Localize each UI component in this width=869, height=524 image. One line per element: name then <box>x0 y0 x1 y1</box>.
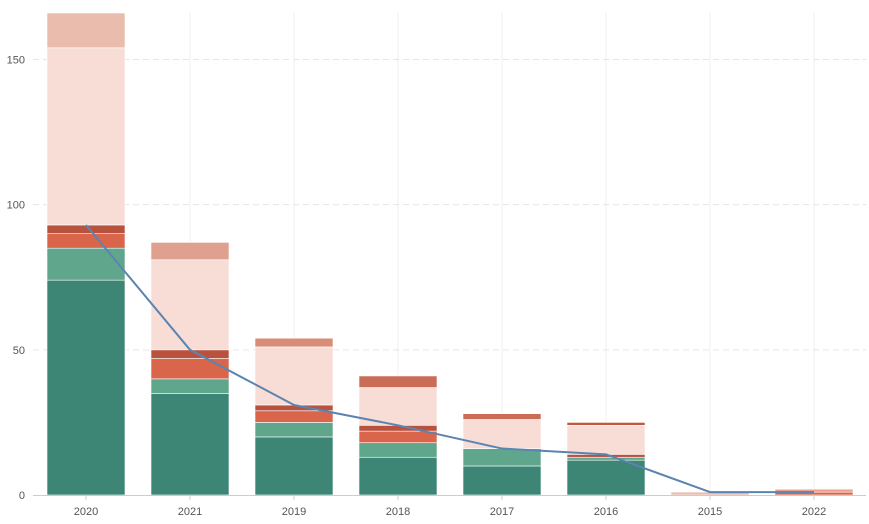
x-tick-label: 2021 <box>178 506 202 518</box>
bar-segment <box>150 242 230 261</box>
x-tick-label: 2016 <box>594 506 618 518</box>
x-tick-label: 2019 <box>282 506 306 518</box>
bar-segment <box>566 456 646 461</box>
bar-segment <box>566 459 646 496</box>
bar-segment <box>46 47 126 226</box>
axes: 0 50 100 150 2020 2021 2019 2018 2017 2016 2015 202… <box>7 54 866 518</box>
trend-line-layer <box>85 224 814 494</box>
bar-segment <box>254 436 334 496</box>
x-tick-label: 2020 <box>74 506 98 518</box>
bar-segment <box>150 259 230 351</box>
bar-segment <box>358 387 438 426</box>
bar-segment <box>46 12 126 49</box>
bar-segment <box>358 456 438 496</box>
y-tick-label: 50 <box>13 345 25 357</box>
bar-segment <box>46 247 126 281</box>
x-tick-label: 2022 <box>802 506 826 518</box>
bars <box>46 12 854 496</box>
x-tick-label: 2017 <box>490 506 514 518</box>
bar-segment <box>46 233 126 249</box>
bar-segment <box>566 425 646 455</box>
gridlines <box>33 13 866 495</box>
y-tick-label: 0 <box>19 490 25 502</box>
bar-segment <box>150 358 230 380</box>
y-tick-label: 150 <box>7 54 25 66</box>
bar-segment <box>254 410 334 423</box>
x-tick-label: 2018 <box>386 506 410 518</box>
bar-segment <box>566 422 646 426</box>
bar-segment <box>150 349 230 359</box>
bar-segment <box>462 448 542 467</box>
bar-segment <box>462 465 542 496</box>
trend-line <box>85 224 814 494</box>
bar-segment <box>254 346 334 406</box>
bar-segment <box>358 375 438 388</box>
bar-segment <box>358 442 438 458</box>
x-tick-label: 2015 <box>698 506 722 518</box>
bar-segment <box>150 378 230 394</box>
bar-segment <box>46 279 126 496</box>
y-tick-label: 100 <box>7 200 25 212</box>
bar-segment <box>254 422 334 438</box>
bar-segment <box>462 419 542 449</box>
bar-segment <box>358 430 438 444</box>
bar-segment <box>462 413 542 420</box>
bar-segment <box>150 393 230 496</box>
bar-segment <box>254 337 334 348</box>
